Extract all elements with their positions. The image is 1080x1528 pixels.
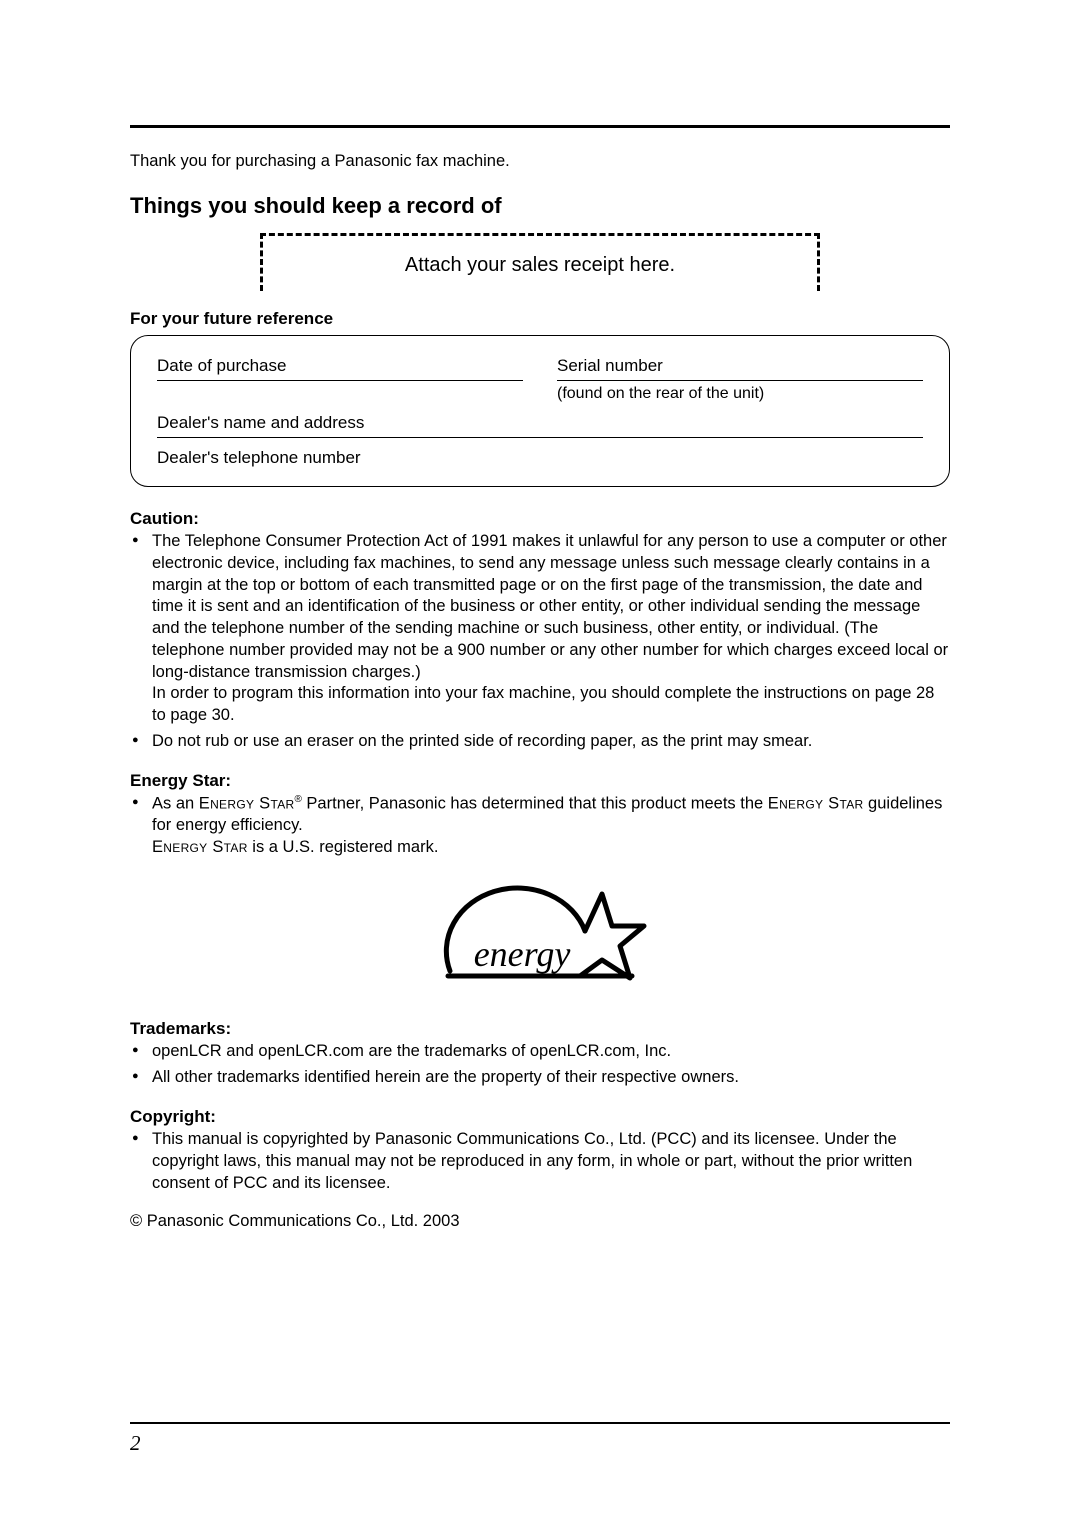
future-reference-heading: For your future reference <box>130 309 950 329</box>
intro-text: Thank you for purchasing a Panasonic fax… <box>130 152 950 171</box>
trademarks-item-1: openLCR and openLCR.com are the trademar… <box>152 1041 950 1063</box>
main-heading: Things you should keep a record of <box>130 193 950 219</box>
energy-star-title: Energy Star: <box>130 771 950 791</box>
caution-item-2: Do not rub or use an eraser on the print… <box>152 731 950 753</box>
trademarks-item-2: All other trademarks identified herein a… <box>152 1067 950 1089</box>
serial-number-note: (found on the rear of the unit) <box>557 381 923 403</box>
reference-box: Date of purchase Serial number (found on… <box>130 335 950 487</box>
footer-rule <box>130 1422 950 1424</box>
date-of-purchase-field: Date of purchase <box>157 352 523 381</box>
caution-section: Caution: The Telephone Consumer Protecti… <box>130 509 950 753</box>
svg-text:energy: energy <box>474 934 571 974</box>
energy-star-logo-icon: energy <box>430 876 650 996</box>
registered-mark: ® <box>294 794 301 805</box>
dealer-phone-field: Dealer's telephone number <box>157 438 923 472</box>
copyright-section: Copyright: This manual is copyrighted by… <box>130 1107 950 1194</box>
copyright-line: © Panasonic Communications Co., Ltd. 200… <box>130 1212 950 1231</box>
trademarks-title: Trademarks: <box>130 1019 950 1039</box>
serial-number-field: Serial number <box>557 352 923 381</box>
trademarks-section: Trademarks: openLCR and openLCR.com are … <box>130 1019 950 1089</box>
energy-star-section: Energy Star: As an Energy Star® Partner,… <box>130 771 950 859</box>
caution-item-1b: In order to program this information int… <box>152 684 934 724</box>
top-rule <box>130 125 950 128</box>
caution-title: Caution: <box>130 509 950 529</box>
energy-star-item: As an Energy Star® Partner, Panasonic ha… <box>152 793 950 859</box>
energy-star-logo-wrap: energy <box>130 876 950 1001</box>
receipt-box: Attach your sales receipt here. <box>260 233 820 291</box>
copyright-item-1: This manual is copyrighted by Panasonic … <box>152 1129 950 1194</box>
reference-row-1: Date of purchase Serial number (found on… <box>157 352 923 403</box>
caution-item-1: The Telephone Consumer Protection Act of… <box>152 531 950 727</box>
receipt-label: Attach your sales receipt here. <box>405 254 675 276</box>
caution-item-1a: The Telephone Consumer Protection Act of… <box>152 532 948 681</box>
dealer-name-field: Dealer's name and address <box>157 403 923 438</box>
page-number: 2 <box>130 1431 141 1456</box>
copyright-title: Copyright: <box>130 1107 950 1127</box>
page-content: Thank you for purchasing a Panasonic fax… <box>130 125 950 1231</box>
